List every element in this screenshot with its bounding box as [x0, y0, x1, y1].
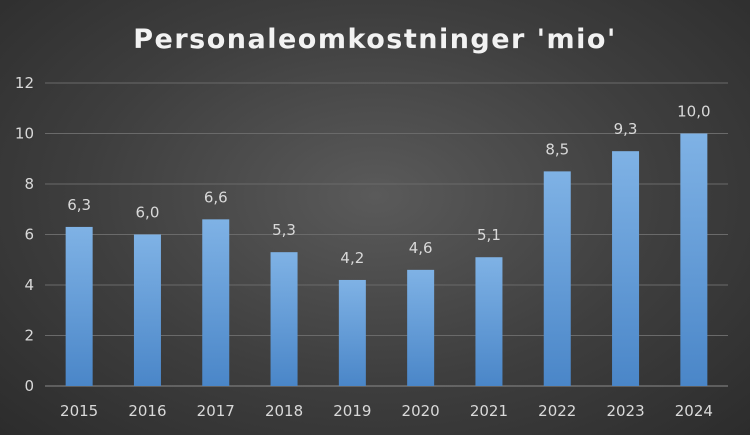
bar-2019 — [338, 279, 366, 386]
data-label-2021: 5,1 — [477, 226, 501, 244]
x-tick-label: 2016 — [128, 402, 166, 420]
x-axis-ticks: 2015 2016 2017 2018 2019 2020 2021 2022 2023 2024 — [60, 402, 713, 420]
y-tick-label: 8 — [24, 175, 34, 193]
bar-2021 — [475, 257, 503, 386]
x-tick-label: 2015 — [60, 402, 98, 420]
y-tick-label: 4 — [24, 276, 34, 294]
bar-2015 — [65, 226, 93, 386]
y-tick-label: 0 — [24, 377, 34, 395]
bar-2018 — [270, 252, 298, 386]
data-label-2019: 4,2 — [340, 249, 364, 267]
bar-2017 — [202, 219, 230, 386]
bar-2022 — [543, 171, 571, 386]
data-label-2015: 6,3 — [67, 196, 91, 214]
bar-2020 — [407, 269, 435, 386]
bars — [65, 133, 708, 386]
x-tick-label: 2017 — [197, 402, 235, 420]
x-tick-label: 2023 — [606, 402, 644, 420]
data-label-2022: 8,5 — [545, 140, 569, 158]
y-tick-label: 6 — [24, 226, 34, 244]
x-tick-label: 2018 — [265, 402, 303, 420]
x-tick-label: 2019 — [333, 402, 371, 420]
y-tick-label: 2 — [24, 327, 34, 345]
y-axis-ticks: 0 2 4 6 8 10 12 — [15, 74, 34, 395]
data-label-2017: 6,6 — [204, 188, 228, 206]
bar-2023 — [612, 151, 640, 386]
y-tick-label: 12 — [15, 74, 34, 92]
chart-title: Personaleomkostninger 'mio' — [133, 24, 617, 55]
data-labels: 6,3 6,0 6,6 5,3 4,2 4,6 5,1 8,5 9,3 10,0 — [67, 103, 710, 267]
x-tick-label: 2024 — [675, 402, 713, 420]
data-label-2024: 10,0 — [677, 103, 710, 121]
data-label-2018: 5,3 — [272, 221, 296, 239]
x-tick-label: 2021 — [470, 402, 508, 420]
y-tick-label: 10 — [15, 125, 34, 143]
bar-2016 — [133, 234, 161, 386]
x-tick-label: 2022 — [538, 402, 576, 420]
data-label-2023: 9,3 — [614, 120, 638, 138]
data-label-2020: 4,6 — [409, 239, 433, 257]
data-label-2016: 6,0 — [136, 204, 160, 222]
x-tick-label: 2020 — [402, 402, 440, 420]
bar-2024 — [680, 133, 708, 386]
